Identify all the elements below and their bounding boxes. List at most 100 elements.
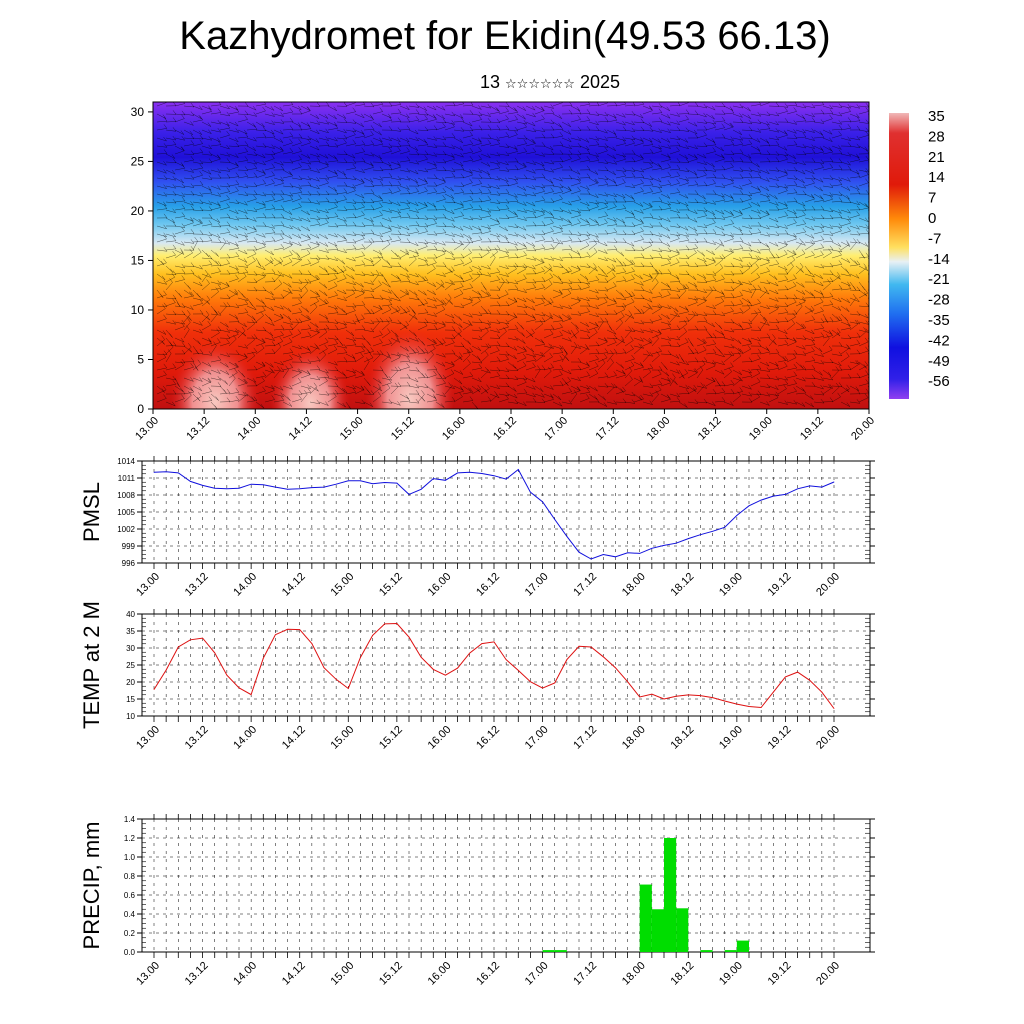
wind-barb-flag <box>595 354 599 360</box>
wind-barb-flag <box>386 239 391 245</box>
wind-barb-flag <box>343 320 347 325</box>
wind-barb-flag <box>341 387 346 393</box>
wind-barb <box>273 328 284 331</box>
wind-barb-flag <box>432 105 437 111</box>
wind-barb <box>372 233 383 237</box>
wind-barb <box>597 289 608 292</box>
wind-barb <box>534 199 545 203</box>
wind-barb <box>435 209 446 211</box>
wind-barb-flag <box>334 291 338 296</box>
wind-barb <box>210 153 221 159</box>
wind-barb <box>525 313 536 319</box>
wind-barb <box>291 198 302 203</box>
wind-barb <box>543 399 554 403</box>
wind-barb <box>543 247 554 251</box>
wind-barb-flag <box>433 297 437 302</box>
wind-barb-flag <box>460 259 464 264</box>
wind-barb-flag <box>595 140 600 145</box>
wind-barb <box>174 103 185 107</box>
wind-barb-flag <box>584 275 589 281</box>
wind-barb <box>399 225 410 231</box>
wind-barb-flag <box>271 129 275 135</box>
wind-barb-flag <box>558 114 563 119</box>
wind-barb <box>444 342 455 347</box>
wind-barb-flag <box>271 204 276 209</box>
wind-barb <box>597 222 608 227</box>
wind-barb-flag <box>478 105 482 110</box>
wind-barb-flag <box>298 298 302 304</box>
wind-barb-flag <box>567 218 571 224</box>
wind-barb <box>390 370 399 379</box>
wind-barb <box>156 318 167 323</box>
wind-barb-flag <box>458 379 463 385</box>
wind-barb-flag <box>595 202 599 207</box>
wind-barb <box>408 105 419 108</box>
wind-barb <box>183 177 194 180</box>
wind-barb-flag <box>343 138 347 144</box>
wind-barb <box>489 201 500 204</box>
wind-barb-flag <box>550 385 554 390</box>
wind-barb-flag <box>163 116 168 122</box>
wind-barb <box>282 385 293 390</box>
wind-barb <box>174 337 185 343</box>
wind-barb <box>435 182 446 187</box>
wind-barb-flag <box>208 339 212 344</box>
wind-barb <box>381 243 391 251</box>
wind-barb-flag <box>541 266 545 272</box>
wind-barb <box>543 276 553 283</box>
wind-barb <box>210 112 221 115</box>
wind-barb-flag <box>289 348 294 353</box>
wind-barb-flag <box>243 258 248 263</box>
wind-barb <box>606 297 617 303</box>
wind-barb-flag <box>298 184 302 189</box>
wind-barb-flag <box>559 239 563 245</box>
wind-barb-flag <box>234 362 238 368</box>
wind-barb <box>156 329 167 335</box>
wind-barb <box>237 160 248 163</box>
wind-barb <box>444 270 455 275</box>
wind-barb <box>408 281 419 286</box>
wind-barb-flag <box>388 225 392 230</box>
wind-barb <box>210 369 221 374</box>
wind-barb-flag <box>387 328 391 333</box>
wind-barb-flag <box>298 162 302 167</box>
wind-barb-flag <box>253 164 258 169</box>
wind-barb <box>273 369 284 372</box>
wind-barb-flag <box>334 222 339 228</box>
wind-barb-flag <box>394 382 399 388</box>
wind-barb <box>237 272 248 275</box>
wind-barb <box>525 366 536 371</box>
wind-barb <box>561 240 572 243</box>
wind-barb-flag <box>370 189 375 194</box>
wind-barb <box>597 137 608 141</box>
wind-barb-flag <box>487 188 492 193</box>
wind-barb <box>462 242 471 251</box>
wind-barb <box>390 401 401 406</box>
wind-barb <box>246 253 257 259</box>
wind-barb-flag <box>421 341 426 346</box>
wind-barb-flag <box>531 105 536 111</box>
wind-barb-flag <box>361 113 365 118</box>
wind-barb-flag <box>460 211 464 216</box>
wind-barb <box>516 113 526 120</box>
wind-barb <box>507 177 518 181</box>
wind-barb-flag <box>485 366 489 372</box>
wind-barb <box>228 247 239 251</box>
wind-barb-flag <box>593 263 597 268</box>
wind-barb-flag <box>513 346 518 351</box>
wind-barb <box>282 199 293 203</box>
wind-barb <box>345 281 356 286</box>
wind-barb-flag <box>487 227 491 232</box>
wind-barb <box>516 357 527 363</box>
wind-barb-flag <box>451 223 456 228</box>
wind-barb-flag <box>451 238 456 243</box>
wind-barb-flag <box>262 240 266 245</box>
wind-barb-flag <box>522 353 527 358</box>
wind-barb-flag <box>523 201 527 206</box>
wind-barb <box>246 351 257 355</box>
wind-barb <box>156 281 167 285</box>
wind-barb <box>471 367 482 371</box>
wind-barb <box>516 105 526 111</box>
wind-barb <box>507 369 518 371</box>
wind-barb <box>345 233 356 236</box>
